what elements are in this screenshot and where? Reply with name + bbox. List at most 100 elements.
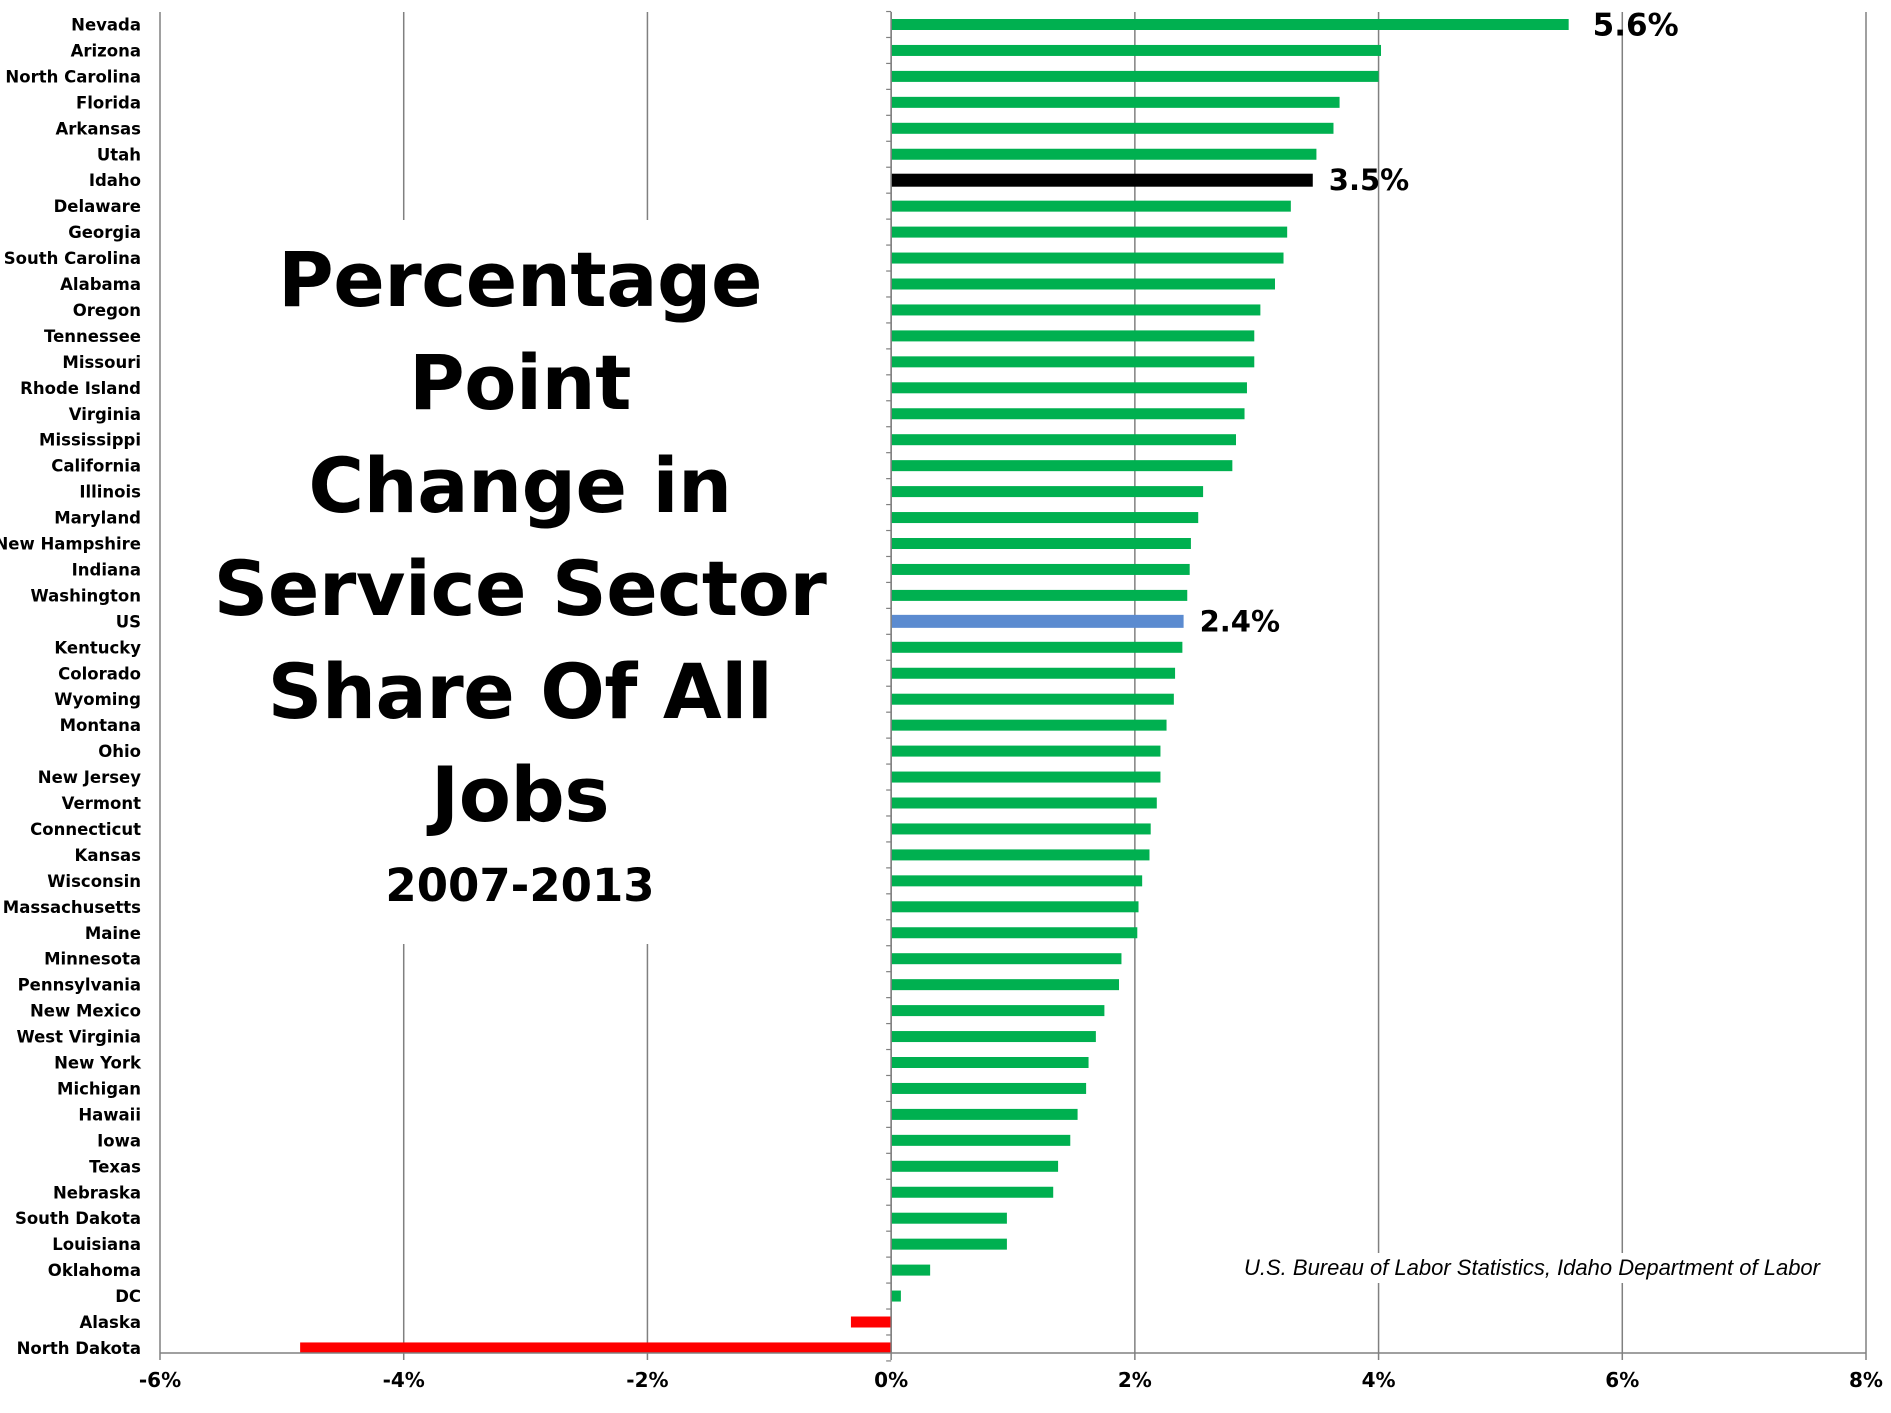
bar: [891, 771, 1161, 783]
category-label: California: [51, 457, 141, 476]
labels: -6% -4% -2% 0% 2% 4% 6% 8% Nevada Arizona North Ca…: [0, 8, 1883, 1393]
bar: [891, 408, 1245, 420]
category-label: Idaho: [89, 171, 141, 190]
category-label: Arkansas: [55, 119, 141, 138]
category-label: South Dakota: [15, 1209, 141, 1228]
category-label: US: [116, 612, 141, 631]
bar: [891, 96, 1340, 108]
bar: [891, 1005, 1105, 1017]
bar: [891, 19, 1569, 30]
bar: [891, 460, 1233, 472]
bar: [891, 1212, 1007, 1224]
bar: [891, 693, 1174, 705]
bar: [891, 226, 1288, 238]
category-label: Utah: [97, 145, 141, 164]
bar: [891, 173, 1313, 187]
bar: [891, 252, 1284, 264]
category-label: Oklahoma: [48, 1261, 141, 1280]
bar: [891, 1264, 931, 1276]
bar: [891, 382, 1247, 394]
bar: [891, 304, 1261, 316]
x-tick-label: 2%: [1118, 1368, 1152, 1392]
bar: [891, 356, 1255, 368]
source-note: U.S. Bureau of Labor Statistics, Idaho D…: [1240, 1253, 1824, 1283]
title-line-3: Service Sector: [213, 544, 827, 633]
bar: [891, 979, 1120, 991]
category-label: North Carolina: [5, 67, 141, 86]
x-tick-label: 8%: [1849, 1368, 1883, 1392]
bar: [891, 719, 1167, 731]
category-label: Mississippi: [39, 431, 141, 450]
x-tick-label: 0%: [874, 1368, 908, 1392]
bar: [891, 1108, 1078, 1120]
bar: [891, 122, 1334, 134]
bar: [891, 1134, 1071, 1146]
chart-subtitle: 2007-2013: [385, 859, 655, 912]
category-label: Illinois: [79, 483, 141, 502]
bar: [891, 148, 1317, 160]
category-label: New Hampshire: [0, 535, 141, 554]
x-tick-label: -6%: [139, 1368, 181, 1392]
x-tick-label: -4%: [383, 1368, 425, 1392]
bar: [891, 1082, 1087, 1094]
category-label: Iowa: [97, 1131, 141, 1150]
bar: [891, 1160, 1059, 1172]
category-label: Alaska: [80, 1313, 142, 1332]
category-label: Tennessee: [44, 327, 141, 346]
category-label: Nebraska: [53, 1183, 141, 1202]
value-label: 3.5%: [1329, 163, 1409, 197]
bar: [850, 1316, 892, 1328]
title-line-1: Percentage Point: [278, 235, 763, 427]
axes: [159, 10, 1867, 1362]
category-label: Minnesota: [44, 950, 141, 969]
x-tick-label: 4%: [1362, 1368, 1396, 1392]
category-label: Colorado: [58, 664, 141, 683]
bar: [891, 745, 1161, 757]
category-label: Rhode Island: [20, 379, 141, 398]
category-label: Delaware: [54, 197, 141, 216]
x-tick-label: -2%: [626, 1368, 668, 1392]
bar: [891, 1031, 1096, 1043]
category-label: New Mexico: [30, 1002, 141, 1021]
category-label: Indiana: [72, 560, 141, 579]
bar: [891, 667, 1176, 679]
bar: [891, 278, 1275, 290]
bar: [891, 641, 1183, 653]
category-label: Washington: [31, 586, 142, 605]
category-label: Kansas: [75, 846, 142, 865]
title-line-4: Share Of All Jobs: [267, 647, 773, 839]
bar: [891, 901, 1139, 913]
bar: [300, 1342, 892, 1354]
category-label: Wyoming: [54, 690, 141, 709]
bar: [891, 200, 1291, 212]
category-label: West Virginia: [16, 1028, 141, 1047]
category-label: Vermont: [62, 794, 141, 813]
category-label: Connecticut: [30, 820, 141, 839]
bar: [891, 849, 1150, 861]
category-label: Hawaii: [78, 1105, 141, 1124]
bar: [891, 512, 1199, 524]
bar: [891, 538, 1191, 549]
bar: [891, 563, 1190, 575]
bar: [891, 927, 1138, 939]
bar: [891, 330, 1255, 342]
category-label: Maryland: [54, 509, 141, 528]
category-label: Ohio: [98, 742, 141, 761]
bar: [891, 589, 1188, 601]
bar: [891, 44, 1382, 56]
bars: [300, 19, 1569, 1354]
bar: [891, 434, 1236, 446]
bar: [891, 1290, 901, 1302]
category-label: Arizona: [71, 41, 141, 60]
title-line-2: Change in: [308, 441, 732, 530]
bar: [891, 70, 1379, 82]
bar: [891, 1238, 1007, 1250]
x-tick-label: 6%: [1605, 1368, 1639, 1392]
bar: [891, 953, 1122, 965]
category-label: Georgia: [68, 223, 141, 242]
category-label: New Jersey: [38, 768, 141, 787]
category-label: Wisconsin: [47, 872, 141, 891]
category-label: Massachusetts: [3, 898, 141, 917]
category-label: Missouri: [62, 353, 141, 372]
